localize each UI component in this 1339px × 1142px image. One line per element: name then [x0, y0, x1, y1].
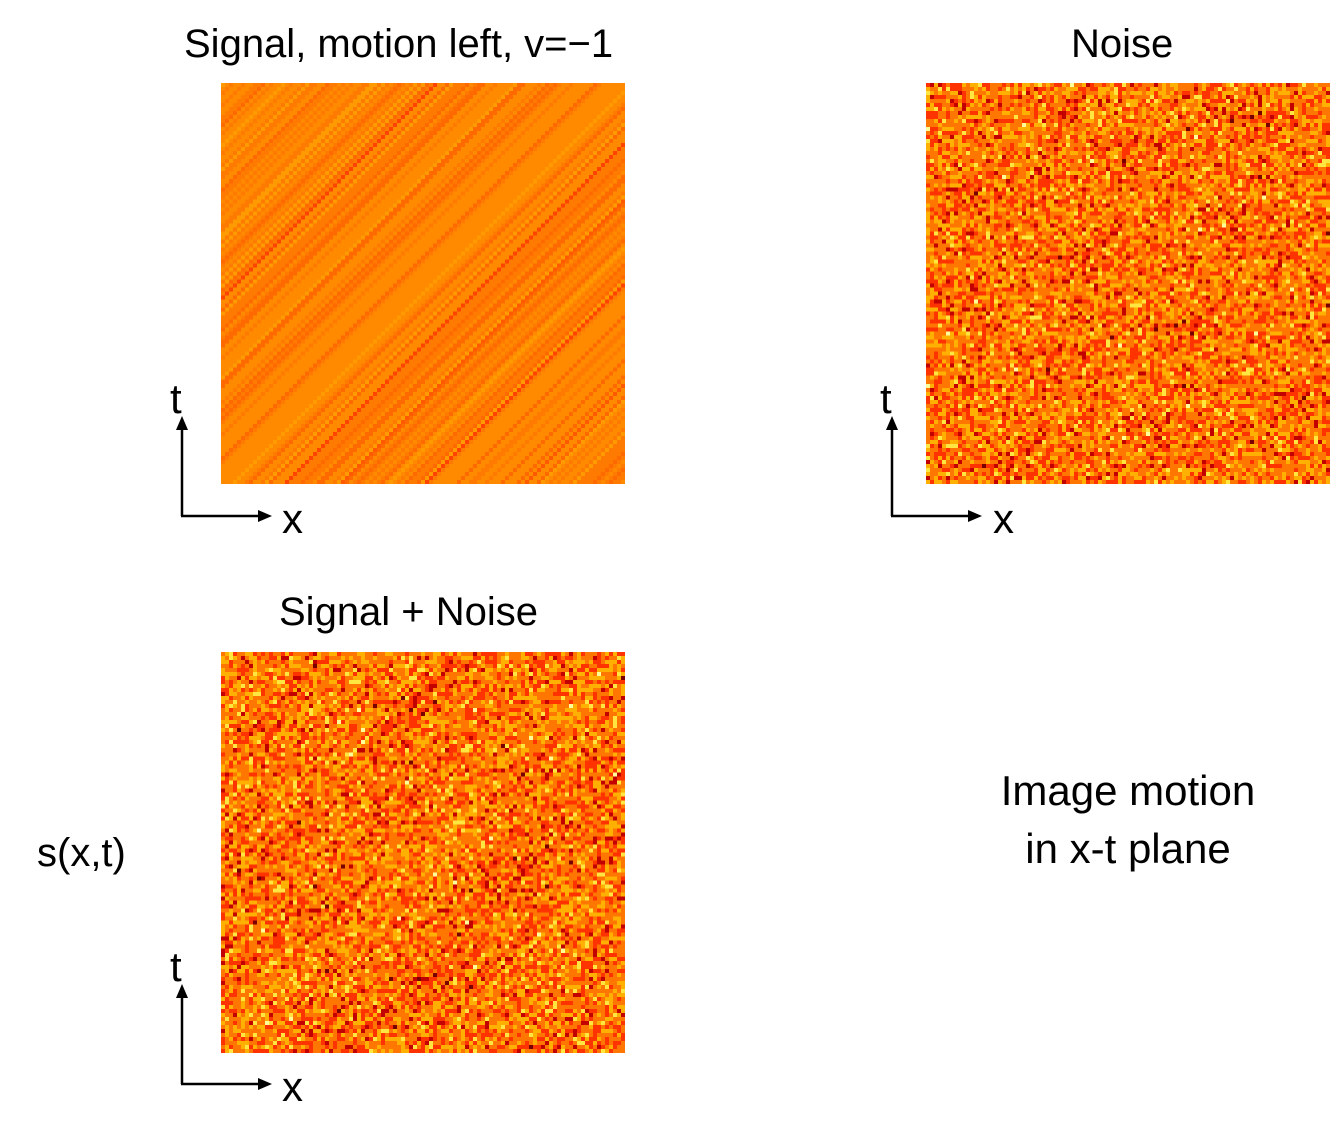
- signal-noise-axes: [176, 984, 272, 1090]
- t-axis-arrowhead: [886, 416, 898, 430]
- caption-line-2: in x-t plane: [1025, 825, 1231, 872]
- t-axis-arrowhead: [176, 416, 188, 430]
- noise-xt-image: [926, 83, 1330, 484]
- signal-function-label: s(x,t): [37, 831, 126, 875]
- t-axis-label: t: [170, 943, 182, 990]
- x-axis-arrowhead: [258, 510, 272, 522]
- noise-axes: [886, 416, 982, 522]
- x-axis-label: x: [282, 495, 303, 542]
- noise-title: Noise: [1071, 22, 1174, 66]
- signal-title: Signal, motion left, v=−1: [184, 22, 614, 66]
- x-axis-label: x: [993, 495, 1014, 542]
- signal-noise-xt-image: [221, 652, 625, 1053]
- t-axis-label: t: [880, 375, 892, 422]
- caption: Image motion in x-t plane: [928, 762, 1328, 878]
- signal-xt-image: [221, 83, 625, 484]
- x-axis-arrowhead: [968, 510, 982, 522]
- x-axis-arrowhead: [258, 1078, 272, 1090]
- signal-axes: [176, 416, 272, 522]
- x-axis-label: x: [282, 1063, 303, 1110]
- caption-line-1: Image motion: [1000, 767, 1256, 814]
- signal-noise-title: Signal + Noise: [279, 590, 539, 634]
- t-axis-arrowhead: [176, 984, 188, 998]
- t-axis-label: t: [170, 375, 182, 422]
